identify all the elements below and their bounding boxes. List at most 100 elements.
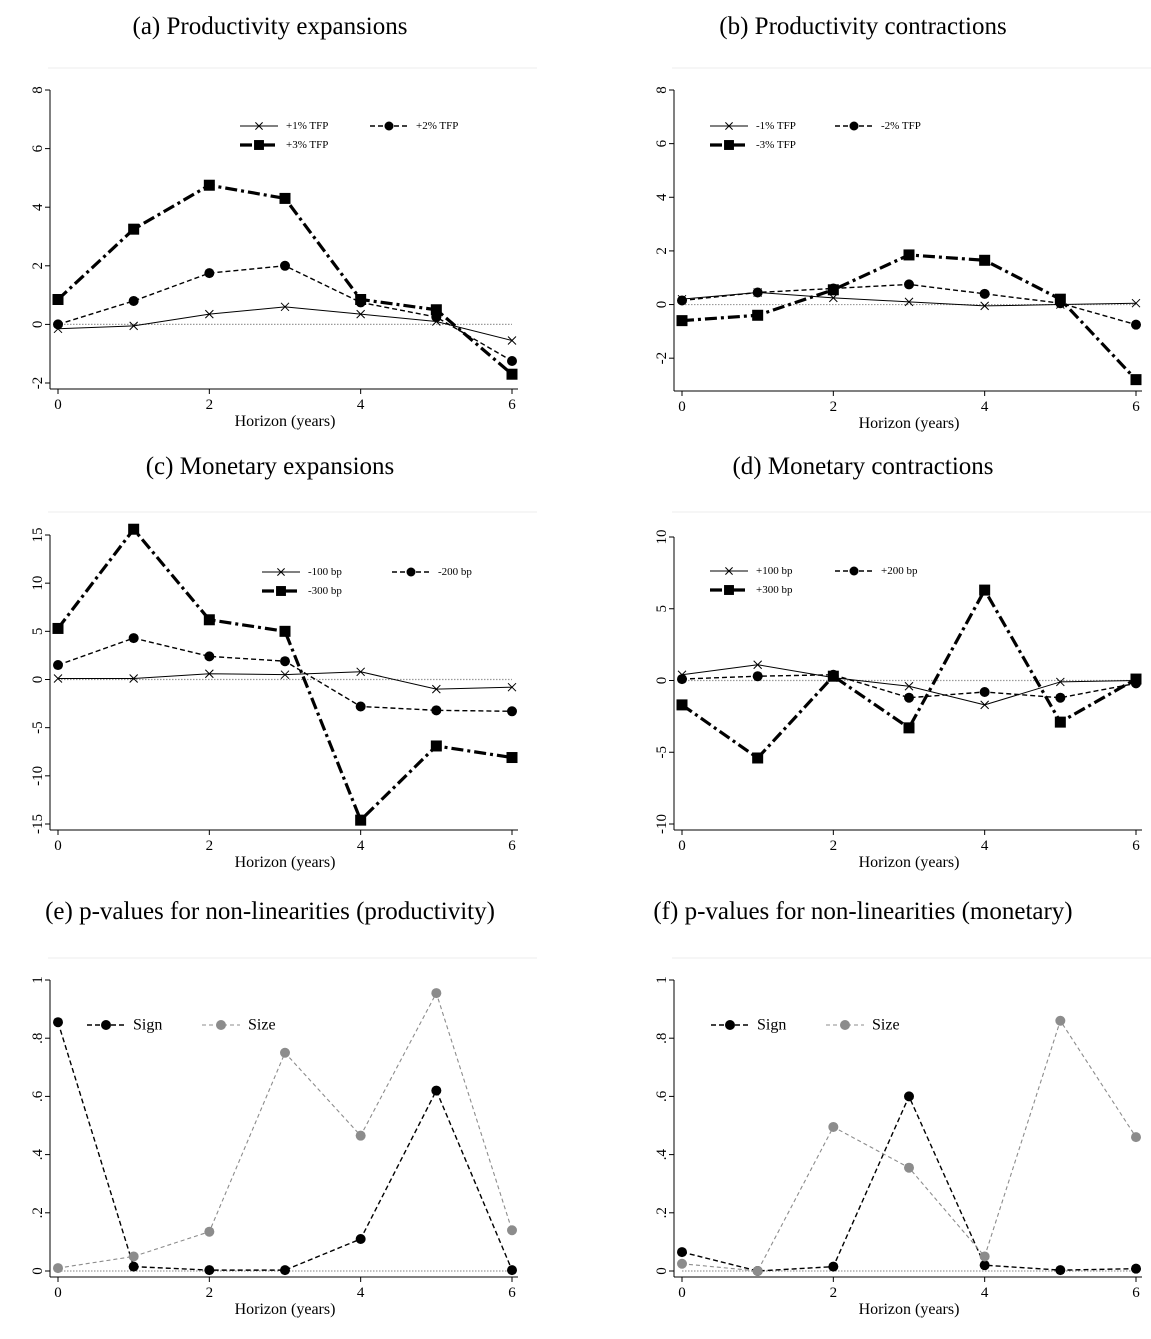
marker-stroke [277, 568, 285, 576]
data-point-marker [128, 223, 140, 235]
chart-title: (c) Monetary expansions [145, 453, 395, 480]
x-tick-label: 6 [508, 397, 516, 413]
legend-item: +3% TFP [240, 139, 328, 151]
data-point-marker [355, 814, 367, 826]
legend-item: +1% TFP [240, 120, 328, 132]
marker-stroke [280, 670, 290, 680]
data-point-marker [355, 293, 367, 305]
legend-label: +3% TFP [286, 139, 328, 151]
data-point-marker [849, 121, 859, 131]
data-point-marker [979, 584, 991, 596]
series--3% TFP [676, 249, 1142, 386]
legend-item: Size [202, 1017, 276, 1034]
y-tick-label: 10 [30, 576, 46, 591]
data-point-marker [53, 660, 63, 671]
data-point-marker [1131, 319, 1141, 330]
data-point-marker [355, 1233, 366, 1244]
chart-plot-d: -10 -5 0 5 10 0 2 4 6 Horizon (years) +100 bp +200 … [654, 511, 1151, 871]
x-tick-label: 2 [830, 838, 838, 854]
chart-plot-f: 0 .2 .4 .6 .8 1 0 2 4 6 Horizon (years) Sign Size [654, 957, 1151, 1318]
series--100 bp [53, 667, 517, 694]
series-line [57, 306, 513, 341]
legend-label: Size [248, 1017, 276, 1034]
y-tick-label: 0 [30, 321, 46, 329]
data-point-marker [53, 1017, 63, 1028]
y-tick-label: -5 [654, 746, 670, 759]
y-tick-label: -10 [654, 814, 670, 834]
data-point-marker [1054, 716, 1066, 728]
data-point-marker [904, 297, 914, 307]
series-line [57, 992, 513, 1269]
data-point-marker [204, 651, 215, 662]
marker-stroke [507, 682, 517, 692]
chart-title: (a) Productivity expansions [132, 13, 408, 40]
data-point-marker [430, 304, 442, 316]
x-tick-label: 2 [206, 397, 214, 413]
data-point-marker [1131, 1263, 1141, 1274]
x-tick-label: 0 [54, 397, 62, 413]
chart-panel-a: (a) Productivity expansions -2 0 2 4 6 8 0 2 4 6 H… [0, 0, 560, 440]
legend-item: +2% TFP [370, 120, 458, 132]
data-point-marker [355, 701, 366, 712]
y-tick-label: .8 [654, 1033, 670, 1044]
data-point-marker [1131, 1132, 1141, 1143]
marker-stroke [507, 336, 517, 345]
data-point-marker [903, 249, 915, 261]
marker-stroke [1131, 298, 1141, 308]
data-point-marker [676, 699, 688, 711]
x-tick-label: 0 [678, 399, 686, 415]
legend-item: -2% TFP [835, 120, 921, 132]
x-tick-label: 6 [508, 1285, 516, 1301]
y-tick-label: 6 [654, 139, 670, 147]
data-point-marker [355, 1130, 366, 1141]
data-point-marker [204, 669, 214, 679]
legend-label: -2% TFP [881, 120, 921, 132]
legend-label: +1% TFP [286, 120, 328, 132]
data-point-marker [904, 681, 914, 691]
marker-stroke [280, 302, 290, 312]
x-tick-label: 2 [830, 399, 838, 415]
data-point-marker [280, 670, 290, 680]
x-tick-label: 2 [206, 838, 214, 854]
data-point-marker [204, 309, 214, 319]
data-point-marker [128, 633, 139, 644]
data-point-marker [1130, 673, 1142, 685]
series-Sign [53, 1017, 517, 1276]
y-tick-label: 8 [30, 86, 46, 94]
y-tick-label: 2 [30, 262, 46, 270]
data-point-marker [725, 1020, 735, 1030]
series-line [57, 1021, 513, 1271]
chart-panel-e: (e) p-values for non-linearities (produc… [0, 885, 560, 1339]
data-point-marker [280, 1265, 290, 1276]
x-tick-label: 4 [357, 397, 365, 413]
data-point-marker [1054, 293, 1066, 305]
marker-stroke [129, 674, 139, 683]
data-point-marker [52, 622, 64, 634]
legend: Sign Size [711, 1017, 900, 1034]
legend: Sign Size [87, 1017, 276, 1034]
chart-panel-b: (b) Productivity contractions -2 0 2 4 6 8 0 2 4… [590, 0, 1151, 440]
data-point-marker [979, 288, 990, 299]
y-tick-label: -2 [654, 352, 670, 365]
data-point-marker [677, 1247, 687, 1258]
marker-stroke [725, 567, 733, 575]
data-point-marker [1130, 374, 1142, 386]
data-point-marker [128, 295, 139, 306]
data-point-marker [204, 1265, 215, 1276]
legend: +1% TFP +2% TFP +3% TFP [240, 120, 458, 151]
marker-stroke [904, 297, 914, 307]
data-point-marker [724, 140, 734, 150]
marker-stroke [204, 309, 214, 319]
x-axis-label: Horizon (years) [235, 854, 336, 871]
series-line [56, 183, 514, 376]
y-tick-label: 1 [30, 976, 46, 984]
y-tick-label: 8 [654, 86, 670, 94]
y-tick-label: 6 [30, 144, 46, 152]
data-point-marker [279, 625, 291, 637]
y-tick-label: .4 [654, 1148, 670, 1160]
legend-label: +100 bp [756, 565, 793, 577]
data-point-marker [980, 700, 990, 710]
x-axis-label: Horizon (years) [859, 1301, 960, 1318]
y-tick-label: 1 [654, 976, 670, 984]
data-point-marker [677, 295, 687, 306]
